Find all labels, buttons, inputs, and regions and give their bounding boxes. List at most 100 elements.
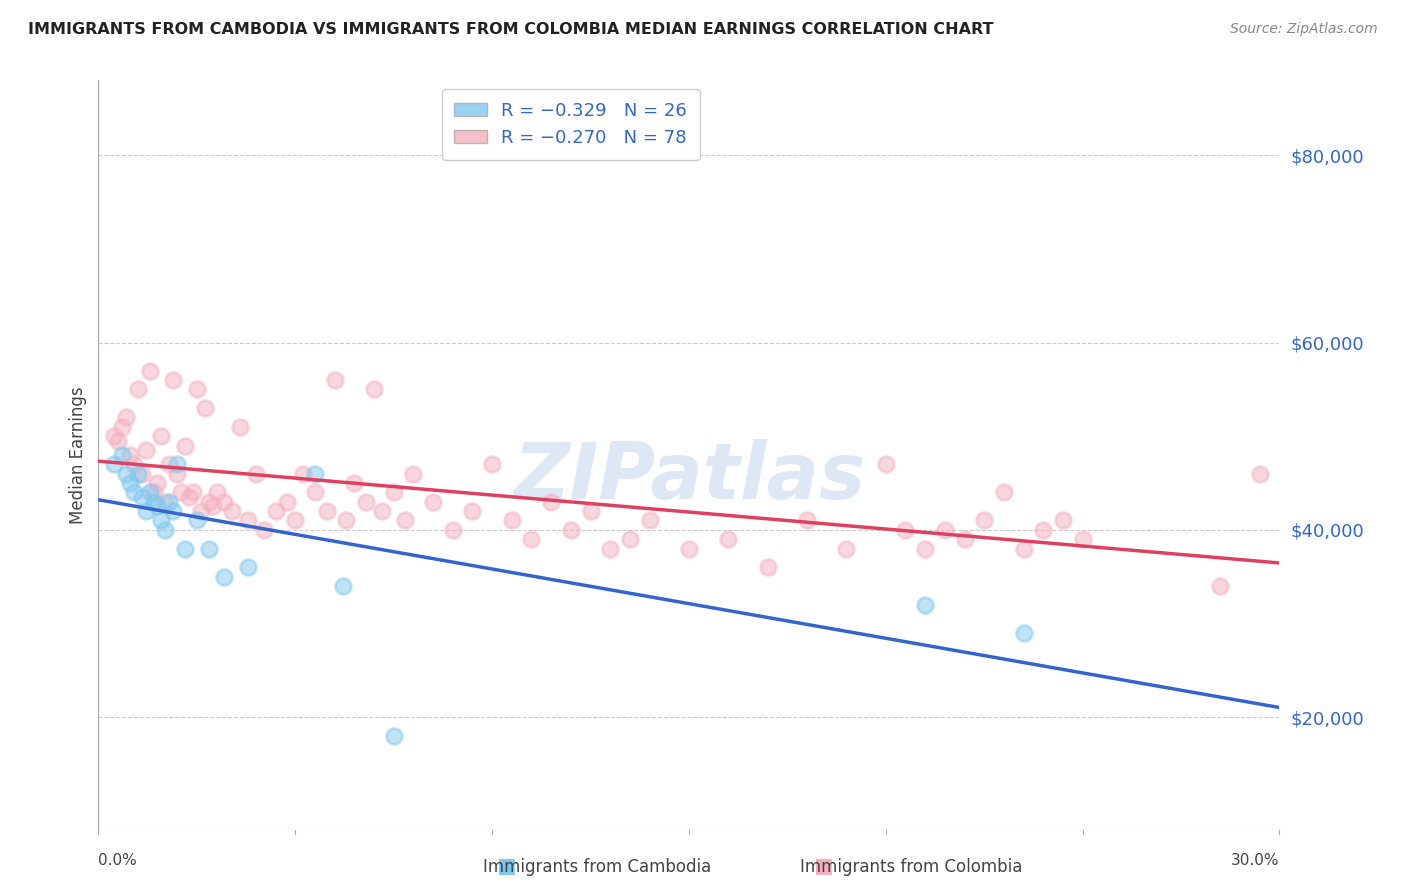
Point (157, 494, 180, 508)
Point (394, 514, 416, 528)
Point (461, 504, 484, 518)
Text: ■: ■ (813, 856, 832, 876)
Point (157, 457, 180, 471)
Point (135, 504, 157, 518)
Point (1012, 541, 1035, 556)
Point (155, 494, 177, 508)
Point (146, 500, 169, 514)
Point (245, 467, 267, 481)
Point (756, 560, 779, 574)
Point (150, 429, 173, 443)
Point (103, 429, 125, 443)
Point (155, 523, 177, 537)
Text: Source: ZipAtlas.com: Source: ZipAtlas.com (1230, 22, 1378, 37)
Point (135, 443, 157, 458)
Point (934, 523, 956, 537)
Point (540, 494, 562, 508)
Y-axis label: Median Earnings: Median Earnings (69, 386, 87, 524)
Point (717, 532, 740, 546)
Point (1012, 626, 1035, 640)
Text: Immigrants from Colombia: Immigrants from Colombia (800, 858, 1022, 876)
Point (973, 514, 995, 528)
Point (422, 494, 444, 508)
Point (323, 373, 346, 387)
Point (236, 514, 259, 528)
Point (875, 457, 897, 471)
Point (796, 514, 818, 528)
Point (170, 485, 193, 500)
Point (619, 532, 641, 546)
Point (343, 476, 366, 491)
Point (1052, 514, 1074, 528)
Point (197, 494, 219, 508)
Point (332, 579, 354, 593)
Point (111, 448, 134, 462)
Point (122, 485, 145, 500)
Point (201, 500, 224, 514)
Point (103, 457, 125, 471)
Point (276, 494, 298, 508)
Point (142, 485, 165, 500)
Point (166, 467, 188, 481)
Point (107, 434, 129, 448)
Text: 30.0%: 30.0% (1232, 853, 1279, 868)
Point (579, 504, 602, 518)
Point (253, 523, 276, 537)
Text: IMMIGRANTS FROM CAMBODIA VS IMMIGRANTS FROM COLOMBIA MEDIAN EARNINGS CORRELATION: IMMIGRANTS FROM CAMBODIA VS IMMIGRANTS F… (28, 22, 994, 37)
Legend: R = −0.329   N = 26, R = −0.270   N = 78: R = −0.329 N = 26, R = −0.270 N = 78 (441, 89, 700, 160)
Point (115, 410, 138, 425)
Point (138, 485, 160, 500)
Point (993, 485, 1015, 500)
Point (520, 532, 543, 546)
Point (335, 514, 357, 528)
Point (127, 382, 149, 396)
Point (162, 504, 184, 518)
Point (186, 382, 208, 396)
Point (1071, 532, 1094, 546)
Point (166, 457, 188, 471)
Point (118, 448, 141, 462)
Point (371, 504, 394, 518)
Point (382, 485, 405, 500)
Point (292, 467, 315, 481)
Point (181, 485, 204, 500)
Point (953, 532, 976, 546)
Point (229, 420, 252, 434)
Point (111, 420, 134, 434)
Point (638, 514, 661, 528)
Point (264, 504, 287, 518)
Point (115, 467, 138, 481)
Point (894, 523, 917, 537)
Point (162, 373, 184, 387)
Point (304, 467, 326, 481)
Point (1032, 523, 1054, 537)
Point (221, 504, 243, 518)
Point (214, 494, 236, 508)
Point (284, 514, 307, 528)
Point (122, 457, 145, 471)
Point (363, 382, 385, 396)
Point (177, 490, 200, 504)
Point (914, 541, 936, 556)
Point (560, 523, 582, 537)
Point (190, 504, 212, 518)
Point (186, 514, 208, 528)
Point (174, 439, 197, 453)
Point (118, 476, 141, 491)
Point (131, 467, 153, 481)
Point (174, 541, 197, 556)
Point (150, 514, 173, 528)
Point (142, 494, 165, 508)
Point (146, 476, 169, 491)
Text: ZIPatlas: ZIPatlas (513, 440, 865, 516)
Point (197, 541, 219, 556)
Point (835, 541, 858, 556)
Point (501, 514, 523, 528)
Point (205, 485, 228, 500)
Point (315, 504, 337, 518)
Point (382, 729, 405, 743)
Point (914, 598, 936, 612)
Point (127, 467, 149, 481)
Point (236, 560, 259, 574)
Point (138, 364, 160, 378)
